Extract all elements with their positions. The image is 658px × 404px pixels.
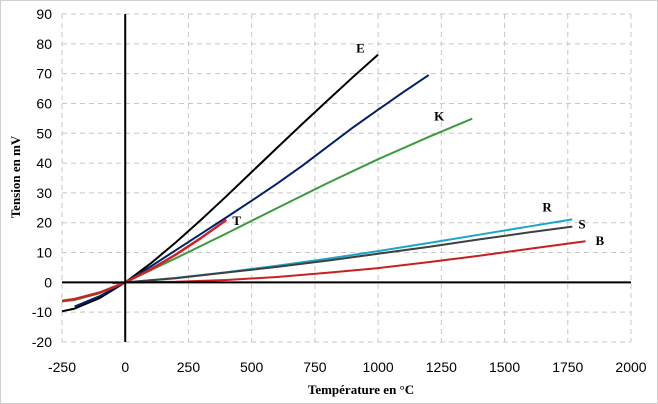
x-axis-title: Température en °C (308, 382, 414, 397)
x-tick-label: 750 (303, 359, 327, 375)
series-label-s: S (578, 217, 585, 232)
x-tick-label: 2000 (615, 359, 646, 375)
series-lines (61, 53, 586, 313)
series-line-b (125, 240, 586, 284)
y-tick-label: 0 (44, 274, 52, 290)
y-tick-label: 50 (36, 125, 52, 141)
series-line-t (61, 218, 228, 303)
y-axis-title: Tension en mV (8, 135, 23, 218)
series-label-b: B (595, 233, 604, 248)
y-tick-label: 20 (36, 215, 52, 231)
series-line-unlabeled-1 (74, 74, 430, 308)
series-label-e: E (356, 41, 365, 56)
y-tick-label: 10 (36, 245, 52, 261)
y-tick-label: 60 (36, 95, 52, 111)
y-tick-label: -20 (32, 334, 52, 350)
series-line-e (61, 53, 379, 313)
x-tick-label: 1250 (426, 359, 457, 375)
y-tick-label: 30 (36, 185, 52, 201)
x-tick-label: 500 (240, 359, 264, 375)
x-tick-label: 1500 (489, 359, 520, 375)
y-tick-label: 40 (36, 155, 52, 171)
y-tick-label: -10 (32, 304, 52, 320)
axes (62, 14, 631, 342)
x-tick-label: 0 (121, 359, 129, 375)
series-label-t: T (232, 213, 241, 228)
series-labels: E K T R SB (232, 41, 604, 249)
y-tick-label: 70 (36, 66, 52, 82)
y-tick-label: 80 (36, 36, 52, 52)
x-tick-label: 1750 (552, 359, 583, 375)
series-label-k: K (434, 109, 445, 124)
series-line-k (61, 117, 473, 303)
x-tick-label: -250 (48, 359, 76, 375)
series-label-r: R (542, 199, 552, 214)
x-tick-label: 1000 (363, 359, 394, 375)
y-tick-label: 90 (36, 6, 52, 22)
x-tick-label: 250 (177, 359, 201, 375)
grid (61, 13, 632, 343)
tick-labels: -250 0 250 500 750 1000 1250 1500 1750 2000-20-10… (32, 6, 647, 375)
series-line-s (112, 225, 573, 284)
